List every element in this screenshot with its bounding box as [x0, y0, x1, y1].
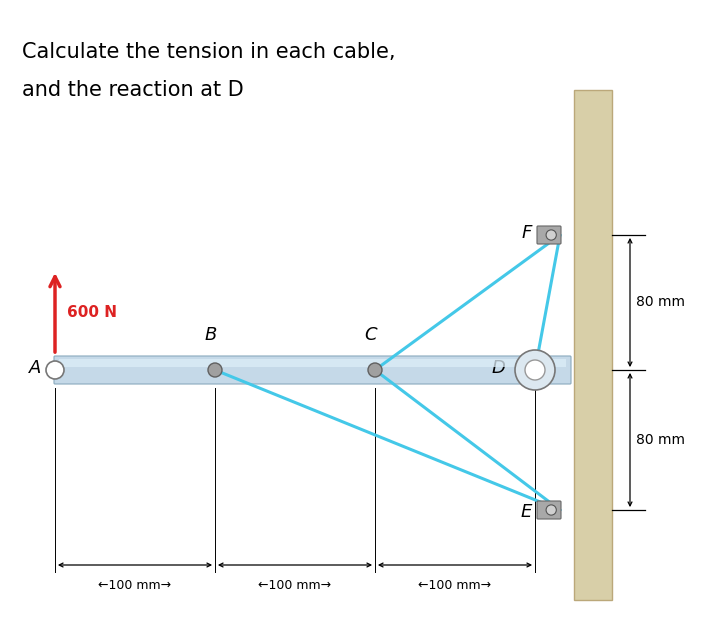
Text: B: B	[204, 326, 217, 344]
Text: D: D	[491, 359, 505, 377]
Circle shape	[525, 360, 545, 380]
Text: C: C	[365, 326, 377, 344]
Text: ←100 mm→: ←100 mm→	[99, 579, 171, 592]
Text: 80 mm: 80 mm	[636, 296, 685, 310]
Circle shape	[515, 350, 555, 390]
Text: E: E	[521, 503, 532, 521]
Circle shape	[546, 230, 557, 240]
Circle shape	[208, 363, 222, 377]
Text: and the reaction at D: and the reaction at D	[22, 80, 244, 100]
Text: A: A	[29, 359, 41, 377]
Text: F: F	[521, 224, 532, 242]
FancyBboxPatch shape	[537, 226, 561, 244]
Circle shape	[368, 363, 382, 377]
FancyBboxPatch shape	[537, 501, 561, 519]
Bar	[574, 90, 612, 600]
Text: 80 mm: 80 mm	[636, 433, 685, 447]
Text: ←100 mm→: ←100 mm→	[418, 579, 492, 592]
Bar	[59, 359, 566, 368]
Text: Calculate the tension in each cable,: Calculate the tension in each cable,	[22, 42, 395, 62]
Text: 600 N: 600 N	[67, 305, 117, 320]
Text: ←100 mm→: ←100 mm→	[258, 579, 332, 592]
Circle shape	[46, 361, 64, 379]
Circle shape	[546, 505, 557, 515]
FancyBboxPatch shape	[54, 356, 571, 384]
